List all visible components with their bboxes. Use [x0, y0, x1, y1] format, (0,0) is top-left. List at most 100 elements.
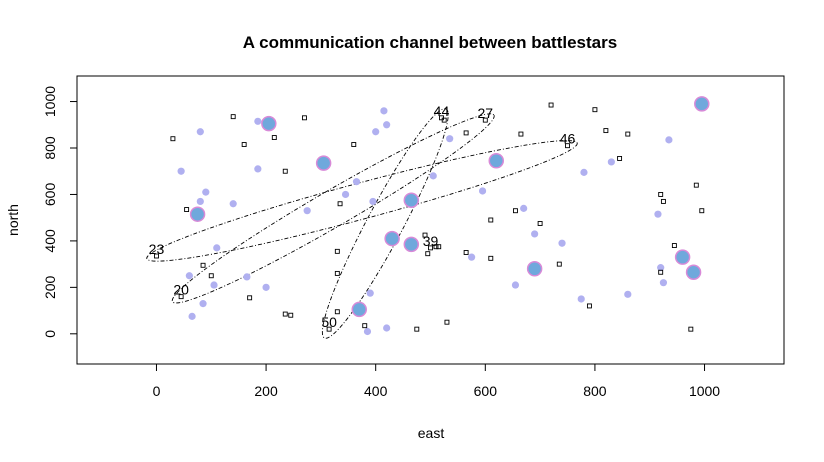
square-point — [603, 128, 609, 134]
square-point — [288, 312, 294, 318]
channel-ellipse-50-44 — [321, 108, 449, 339]
small-point — [654, 210, 662, 218]
small-point — [478, 187, 487, 195]
small-point — [303, 207, 311, 215]
square-point — [351, 142, 357, 147]
square-point — [154, 253, 159, 259]
point-labels: 23 20 50 39 44 27 46 — [149, 103, 576, 330]
square-point — [565, 143, 570, 149]
small-point — [243, 273, 251, 281]
square-point — [334, 270, 340, 276]
square-point — [282, 311, 288, 317]
large-points — [189, 96, 710, 318]
small-point — [657, 264, 665, 272]
square-point — [334, 309, 340, 315]
x-axis: 0 200 400 600 800 1000 — [153, 363, 720, 399]
x-tick-label: 800 — [583, 383, 607, 399]
small-point — [202, 188, 210, 196]
square-point — [658, 192, 664, 197]
small-point — [341, 190, 350, 199]
square-point — [482, 117, 488, 123]
square-point — [414, 326, 420, 332]
small-points — [177, 107, 673, 336]
large-point — [403, 236, 420, 253]
square-point — [548, 102, 554, 108]
small-point — [577, 295, 585, 303]
square-point — [518, 131, 524, 137]
square-point — [625, 131, 631, 137]
square-point — [208, 273, 214, 279]
square-point — [282, 168, 288, 174]
square-point — [326, 326, 332, 332]
square-point — [362, 323, 368, 329]
point-label-39: 39 — [423, 233, 439, 249]
large-point — [189, 206, 206, 222]
square-point — [586, 303, 592, 309]
small-point — [380, 107, 388, 115]
small-point — [531, 230, 539, 238]
square-point — [537, 221, 543, 226]
small-point — [383, 121, 391, 129]
square-point — [688, 326, 694, 332]
small-point — [520, 204, 528, 212]
square-point — [301, 115, 307, 121]
large-point — [351, 301, 368, 318]
small-point — [659, 279, 668, 287]
y-tick-label: 600 — [42, 183, 58, 207]
x-tick-label: 400 — [364, 383, 388, 399]
square-point — [184, 207, 190, 212]
small-point — [429, 172, 437, 180]
large-point — [488, 153, 505, 169]
square-point — [170, 136, 176, 142]
small-point — [468, 253, 476, 261]
square-point — [444, 319, 450, 325]
small-point — [446, 135, 454, 143]
square-point — [334, 248, 340, 254]
square-point — [660, 198, 666, 204]
large-point — [384, 230, 400, 247]
square-point — [230, 114, 236, 120]
point-label-46: 46 — [560, 131, 576, 147]
small-point — [580, 168, 588, 176]
square-points — [154, 102, 705, 332]
small-point — [363, 327, 372, 336]
y-axis: 0 200 400 600 800 1000 — [42, 86, 78, 338]
x-tick-label: 200 — [254, 383, 278, 399]
y-tick-label: 400 — [42, 229, 58, 253]
x-tick-label: 1000 — [689, 383, 720, 399]
small-point — [607, 158, 615, 166]
point-label-50: 50 — [321, 314, 337, 330]
small-point — [624, 290, 632, 298]
square-point — [488, 255, 494, 261]
small-point — [196, 197, 204, 206]
small-point — [665, 136, 673, 144]
large-point — [315, 155, 332, 171]
channel-ellipse-20-27 — [171, 113, 495, 304]
y-tick-label: 1000 — [42, 86, 58, 117]
channel-ellipse-23-46 — [146, 140, 578, 262]
square-point — [241, 142, 247, 147]
square-point — [512, 208, 518, 214]
square-point — [658, 269, 664, 275]
square-point — [671, 243, 677, 248]
y-axis-label: north — [5, 204, 21, 236]
square-point — [337, 201, 343, 207]
square-point — [425, 251, 431, 257]
large-point — [685, 264, 702, 281]
small-point — [177, 167, 185, 175]
square-point — [699, 208, 705, 214]
square-point — [178, 294, 184, 300]
square-point — [271, 135, 277, 140]
square-point — [463, 130, 469, 136]
small-point — [558, 239, 566, 247]
x-tick-label: 600 — [474, 383, 498, 399]
y-tick-label: 0 — [42, 330, 58, 338]
small-point — [229, 200, 237, 208]
x-axis-label: east — [418, 425, 445, 441]
y-tick-label: 800 — [42, 136, 58, 160]
chart-title: A communication channel between battlest… — [243, 33, 617, 52]
square-point — [463, 250, 469, 255]
square-point — [488, 217, 494, 223]
